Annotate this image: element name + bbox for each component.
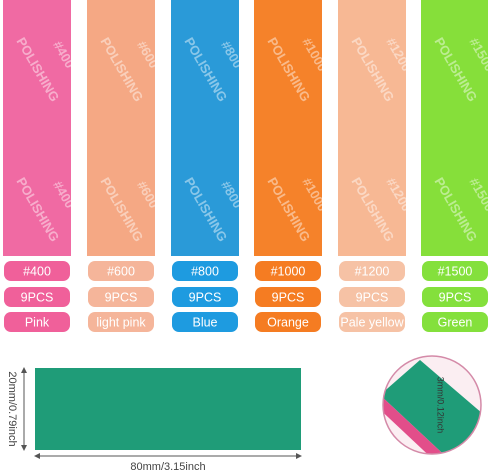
label-pill bbox=[88, 287, 154, 307]
sponge bbox=[254, 0, 322, 256]
label-pill bbox=[339, 261, 405, 281]
sponge-sample bbox=[35, 368, 301, 450]
label-pill bbox=[88, 312, 154, 332]
label-pill bbox=[422, 261, 488, 281]
label-grit: #1500 bbox=[438, 264, 473, 278]
label-pill bbox=[339, 287, 405, 307]
label-count: 9PCS bbox=[189, 290, 222, 304]
label-pill bbox=[422, 312, 488, 332]
thickness-zoom bbox=[383, 356, 481, 454]
label-grit: #400 bbox=[23, 264, 51, 278]
label-count: 9PCS bbox=[105, 290, 138, 304]
label-grit: #600 bbox=[107, 264, 135, 278]
label-pill bbox=[339, 312, 405, 332]
sponge bbox=[338, 0, 406, 256]
label-color-name: Green bbox=[438, 315, 473, 329]
label-pill bbox=[4, 261, 70, 281]
sponge bbox=[87, 0, 155, 256]
label-pill bbox=[255, 287, 321, 307]
thickness-label: 3mm/0.12inch bbox=[436, 377, 446, 434]
zoom-circle bbox=[382, 355, 482, 455]
sponge bbox=[171, 0, 239, 256]
label-pill bbox=[172, 287, 238, 307]
label-grit: #1000 bbox=[271, 264, 306, 278]
label-color-name: Orange bbox=[267, 315, 309, 329]
sponge bbox=[3, 0, 71, 256]
label-count: 9PCS bbox=[21, 290, 54, 304]
label-grit: #800 bbox=[191, 264, 219, 278]
label-pill bbox=[172, 312, 238, 332]
label-pill bbox=[422, 287, 488, 307]
label-pill bbox=[4, 312, 70, 332]
label-pill bbox=[255, 261, 321, 281]
sponge-row: #400POLISHING#400POLISHING#4009PCSPink#6… bbox=[3, 0, 488, 332]
label-pill bbox=[255, 312, 321, 332]
sponge bbox=[421, 0, 488, 256]
label-pill bbox=[172, 261, 238, 281]
label-pill bbox=[4, 287, 70, 307]
label-color-name: Blue bbox=[192, 315, 217, 329]
label-grit: #1200 bbox=[355, 264, 390, 278]
height-label: 20mm/0.79inch bbox=[6, 371, 18, 446]
label-count: 9PCS bbox=[356, 290, 389, 304]
label-color-name: Pink bbox=[25, 315, 50, 329]
label-count: 9PCS bbox=[439, 290, 472, 304]
label-count: 9PCS bbox=[272, 290, 305, 304]
label-pill bbox=[88, 261, 154, 281]
label-color-name: Pale yellow bbox=[340, 315, 404, 329]
label-color-name: light pink bbox=[96, 315, 146, 329]
length-label: 80mm/3.15inch bbox=[130, 461, 205, 473]
